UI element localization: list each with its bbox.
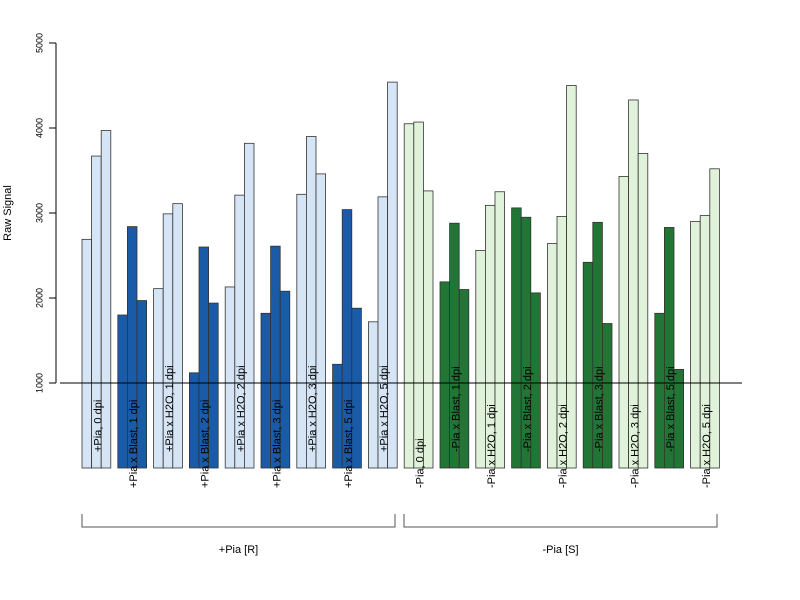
category-label: -Pia x Blast, 1 dpi [450,366,462,452]
group-label: +Pia [R] [219,544,258,556]
bar [172,203,183,469]
bar [618,176,630,469]
bar [153,288,164,469]
y-tick-label: 1000 [34,373,44,393]
category-label: -Pia x H2O, 5 dpi [701,404,713,488]
bar [332,363,343,469]
bar [582,261,594,469]
bar [81,238,93,469]
bar [413,121,424,469]
bar [387,81,398,469]
bar [637,153,649,469]
bar [279,290,291,469]
bar [709,168,720,469]
category-labels: +Pia, 0 dpi +Pia x Blast, 1 dpi +Pia x H2O… [92,365,713,488]
group-bracket [403,514,718,528]
category-label: -Pia x H2O, 2 dpi [558,404,570,488]
category-label: -Pia x Blast, 3 dpi [594,366,606,452]
bar [100,130,112,469]
bar [439,281,451,469]
bar [208,302,219,469]
bar [224,286,236,469]
bars [81,81,720,469]
bar [690,221,701,469]
bar [136,300,148,469]
category-label: -Pia, 0 dpi [415,438,427,488]
category-label: +Pia x Blast, 5 dpi [343,400,355,488]
category-label: +Pia x H2O, 1 dpi [164,365,176,452]
bar [530,292,541,469]
category-label: +Pia x Blast, 2 dpi [200,400,212,488]
bar [458,289,470,469]
y-axis-label: Raw Signal [2,185,14,241]
bar [367,321,379,469]
category-label: +Pia x H2O, 5 dpi [379,365,391,452]
y-tick-label: 3000 [34,203,44,223]
bar [403,123,415,469]
bar [296,193,307,469]
y-tick-label: 4000 [34,118,44,138]
bar [654,312,665,469]
category-label: +Pia x Blast, 3 dpi [271,400,283,488]
category-label: -Pia x H2O, 1 dpi [486,404,498,488]
bar [315,173,327,469]
bar [188,372,200,469]
bar [494,191,506,469]
category-label: +Pia, 0 dpi [92,400,104,452]
bar [243,142,255,469]
bar [664,227,675,469]
category-label: -Pia x H2O, 3 dpi [629,404,641,488]
category-label: +Pia x Blast, 1 dpi [128,400,140,488]
bar [566,85,577,469]
group-label: -Pia [S] [542,544,578,556]
y-tick-label: 2000 [34,288,44,308]
group-bracket [81,514,396,528]
y-axis: 1000 2000 3000 4000 5000 [34,33,57,393]
bar [673,368,685,469]
bar [475,249,486,469]
bar [260,312,272,469]
bar [547,243,558,469]
bar [422,190,434,469]
bar [351,307,362,469]
category-label: -Pia x Blast, 5 dpi [665,366,677,452]
group-brackets: +Pia [R] -Pia [S] [81,514,718,556]
bar [511,207,522,469]
category-label: +Pia x H2O, 3 dpi [307,365,319,452]
y-tick-label: 5000 [34,33,44,53]
category-label: +Pia x H2O, 2 dpi [236,365,248,452]
bar [117,314,128,469]
category-label: -Pia x Blast, 2 dpi [522,366,534,452]
bar [602,323,613,469]
